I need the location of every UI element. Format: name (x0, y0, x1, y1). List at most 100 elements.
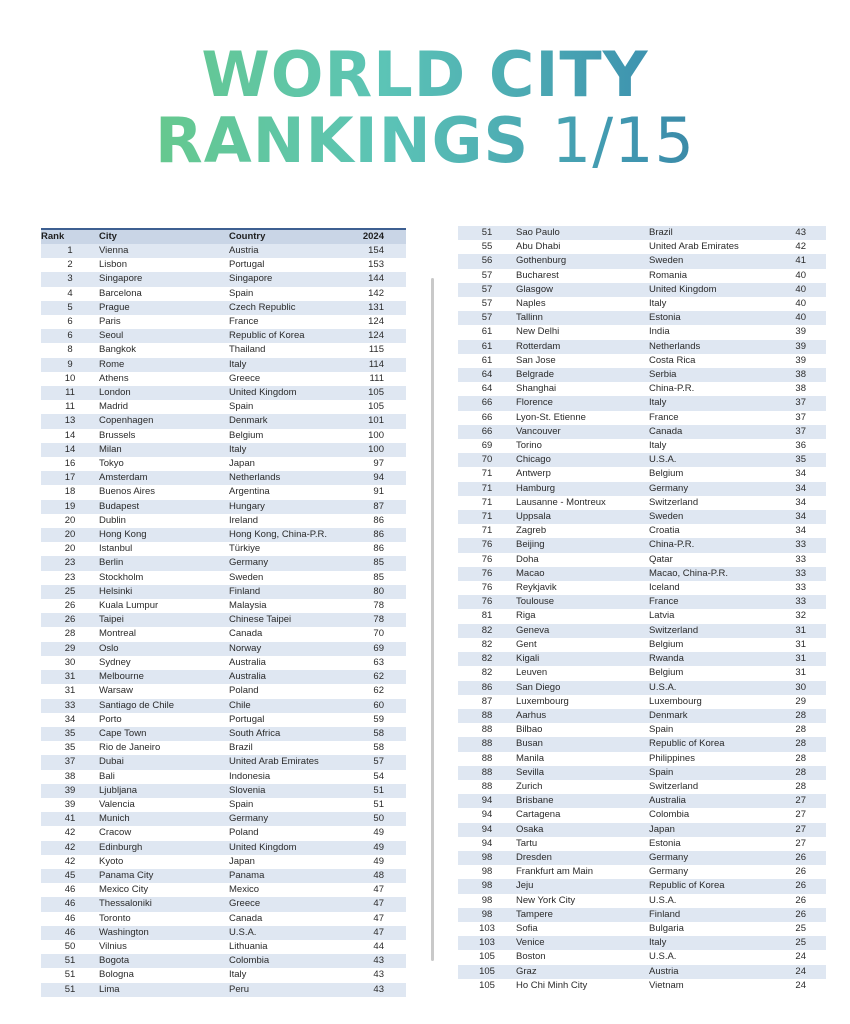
country-cell: U.S.A. (649, 950, 779, 965)
rank-cell: 88 (458, 765, 516, 780)
rank-cell: 76 (458, 552, 516, 567)
country-cell: Croatia (649, 524, 779, 539)
country-cell: Bulgaria (649, 921, 779, 937)
table-row: 98 Tampere Finland 26 (458, 907, 826, 922)
table-row: 66 Vancouver Canada 37 (458, 424, 826, 440)
table-row: 98 Frankfurt am Main Germany 26 (458, 865, 826, 880)
country-cell: Austria (649, 964, 779, 979)
country-cell: Switzerland (649, 623, 779, 638)
city-cell: Florence (516, 396, 649, 411)
country-cell: Italy (229, 357, 359, 372)
rank-cell: 98 (458, 907, 516, 922)
rank-cell: 88 (458, 737, 516, 752)
city-cell: Chicago (516, 453, 649, 468)
table-row: 10 Athens Greece 111 (41, 371, 406, 387)
column-divider (431, 278, 434, 961)
city-cell: Dublin (99, 513, 229, 529)
country-cell: Germany (229, 812, 359, 827)
rank-cell: 87 (458, 694, 516, 709)
country-cell: Peru (229, 982, 359, 997)
rank-cell: 105 (458, 964, 516, 979)
country-cell: United Kingdom (229, 386, 359, 401)
score-cell: 28 (779, 723, 826, 738)
city-cell: Jeju (516, 879, 649, 894)
rank-cell: 13 (41, 414, 99, 429)
table-row: 76 Beijing China-P.R. 33 (458, 538, 826, 553)
table-row: 42 Kyoto Japan 49 (41, 854, 406, 869)
country-cell: Denmark (229, 414, 359, 429)
score-cell: 54 (359, 769, 406, 784)
city-cell: Madrid (99, 400, 229, 415)
rank-cell: 38 (41, 769, 99, 784)
table-row: 76 Doha Qatar 33 (458, 552, 826, 567)
table-row: 26 Taipei Chinese Taipei 78 (41, 613, 406, 628)
score-cell: 85 (359, 556, 406, 571)
city-cell: Sydney (99, 655, 229, 671)
rank-cell: 103 (458, 921, 516, 937)
ranking-table-right: 51 Sao Paulo Brazil 43 55 Abu Dhabi United Ara… (458, 226, 826, 993)
city-cell: London (99, 386, 229, 401)
score-cell: 105 (359, 386, 406, 401)
table-row: 94 Brisbane Australia 27 (458, 794, 826, 809)
rank-cell: 71 (458, 467, 516, 482)
score-cell: 33 (779, 595, 826, 610)
score-cell: 27 (779, 808, 826, 823)
table-row: 16 Tokyo Japan 97 (41, 457, 406, 472)
rank-cell: 25 (41, 584, 99, 600)
table-row: 39 Ljubljana Slovenia 51 (41, 783, 406, 798)
country-cell: Thailand (229, 343, 359, 358)
city-cell: Manila (516, 751, 649, 766)
table-row: 3 Singapore Singapore 144 (41, 272, 406, 287)
city-cell: New York City (516, 893, 649, 908)
score-cell: 33 (779, 552, 826, 567)
country-cell: Germany (229, 556, 359, 571)
city-cell: Ho Chi Minh City (516, 978, 649, 993)
table-row: 70 Chicago U.S.A. 35 (458, 453, 826, 468)
table-row: 51 Bologna Italy 43 (41, 968, 406, 983)
table-row: 66 Lyon-St. Etienne France 37 (458, 410, 826, 425)
rank-cell: 88 (458, 723, 516, 738)
rank-cell: 20 (41, 528, 99, 543)
score-cell: 94 (359, 471, 406, 486)
country-cell: Romania (649, 268, 779, 283)
rank-cell: 103 (458, 936, 516, 951)
rank-cell: 39 (41, 797, 99, 813)
rank-cell: 61 (458, 353, 516, 369)
table-row: 42 Edinburgh United Kingdom 49 (41, 840, 406, 855)
rank-cell: 57 (458, 311, 516, 326)
rank-cell: 23 (41, 556, 99, 571)
score-cell: 24 (779, 964, 826, 979)
table-row: 18 Buenos Aires Argentina 91 (41, 485, 406, 500)
score-cell: 69 (359, 641, 406, 656)
country-cell: Netherlands (229, 471, 359, 486)
table-row: 55 Abu Dhabi United Arab Emirates 42 (458, 240, 826, 255)
rank-cell: 71 (458, 524, 516, 539)
city-cell: Rotterdam (516, 339, 649, 354)
score-cell: 62 (359, 670, 406, 685)
score-cell: 39 (779, 353, 826, 369)
score-cell: 43 (779, 226, 826, 241)
rank-cell: 105 (458, 978, 516, 993)
rank-cell: 66 (458, 424, 516, 440)
city-cell: Torino (516, 439, 649, 454)
table-row: 57 Naples Italy 40 (458, 297, 826, 312)
country-cell: U.S.A. (229, 925, 359, 940)
city-cell: Edinburgh (99, 840, 229, 855)
rank-cell: 81 (458, 609, 516, 624)
table-row: 56 Gothenburg Sweden 41 (458, 254, 826, 269)
rank-cell: 51 (41, 968, 99, 983)
score-cell: 87 (359, 499, 406, 514)
country-cell: Italy (229, 968, 359, 983)
country-cell: Italy (649, 439, 779, 454)
table-row: 29 Oslo Norway 69 (41, 641, 406, 656)
city-cell: Beijing (516, 538, 649, 553)
header-city: City (99, 228, 229, 244)
country-cell: United Arab Emirates (649, 240, 779, 255)
city-cell: Glasgow (516, 282, 649, 298)
score-cell: 49 (359, 826, 406, 841)
rank-cell: 50 (41, 939, 99, 955)
score-cell: 97 (359, 457, 406, 472)
score-cell: 26 (779, 850, 826, 866)
table-row: 51 Lima Peru 43 (41, 982, 406, 997)
table-row: 37 Dubai United Arab Emirates 57 (41, 755, 406, 770)
